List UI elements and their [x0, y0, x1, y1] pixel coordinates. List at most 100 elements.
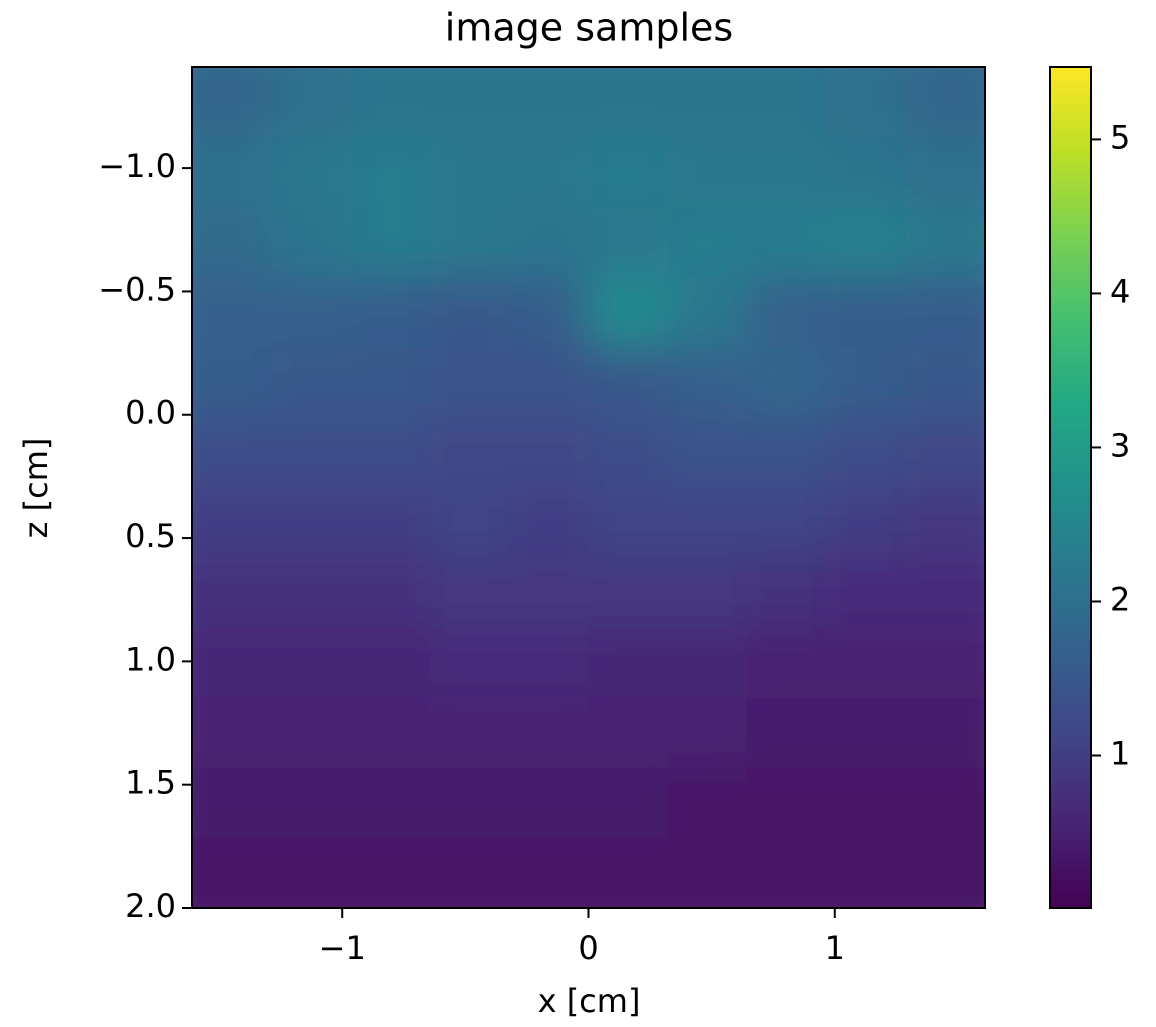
heatmap-cell: [271, 767, 352, 839]
heatmap-cell: [509, 67, 589, 138]
heatmap-cell: [905, 697, 985, 769]
y-tick-label: 0.5: [125, 517, 176, 555]
heatmap-cell: [350, 697, 431, 769]
colorbar-tick-label: 2: [1110, 580, 1130, 618]
heatmap-cell: [747, 627, 827, 699]
heatmap-cell: [667, 137, 748, 208]
heatmap-cell: [271, 347, 352, 418]
heatmap-cell: [667, 67, 748, 138]
chart-title: image samples: [445, 6, 733, 50]
heatmap-cell: [588, 767, 669, 839]
heatmap-cell: [509, 627, 589, 699]
heatmap-cell: [192, 627, 272, 699]
heatmap-cell: [192, 697, 272, 769]
heatmap-cell: [271, 67, 352, 138]
heatmap-cell: [350, 487, 431, 559]
heatmap-cell: [429, 67, 510, 138]
heatmap-cell: [509, 277, 589, 348]
heatmap-cell: [747, 67, 827, 138]
heatmap-cell: [509, 487, 589, 559]
heatmap-cell: [588, 207, 669, 278]
heatmap-cell: [747, 347, 827, 418]
heatmap-cell: [747, 277, 827, 348]
heatmap-cell: [826, 697, 907, 769]
heatmap-cell: [905, 557, 985, 629]
heatmap-cell: [826, 67, 907, 138]
heatmap-cell: [192, 347, 272, 418]
colorbar-tick-label: 4: [1110, 272, 1130, 310]
heatmap-cell: [826, 557, 907, 629]
heatmap-cell: [429, 837, 510, 908]
heatmap-cell: [588, 837, 669, 908]
heatmap-cell: [826, 487, 907, 559]
heatmap-cell: [905, 277, 985, 348]
heatmap-cell: [271, 487, 352, 559]
heatmap-cell: [667, 277, 748, 348]
y-tick-label: −1.0: [98, 147, 176, 185]
heatmap-cell: [826, 137, 907, 208]
heatmap-cell: [667, 627, 748, 699]
heatmap-cell: [271, 277, 352, 348]
heatmap-cell: [509, 557, 589, 629]
heatmap-cell: [271, 837, 352, 908]
colorbar-tick-label: 3: [1110, 426, 1130, 464]
heatmap-cell: [747, 697, 827, 769]
heatmap-cell: [826, 207, 907, 278]
heatmap-cell: [271, 557, 352, 629]
heatmap-cells: [192, 67, 985, 908]
heatmap-cell: [747, 417, 827, 488]
heatmap-cell: [905, 67, 985, 138]
heatmap-cell: [350, 67, 431, 138]
colorbar-tick-label: 5: [1110, 118, 1130, 156]
heatmap-cell: [588, 67, 669, 138]
heatmap: [192, 67, 985, 908]
heatmap-cell: [271, 697, 352, 769]
heatmap-cell: [667, 417, 748, 488]
heatmap-cell: [350, 767, 431, 839]
heatmap-cell: [350, 417, 431, 488]
y-tick-label: 0.0: [125, 394, 176, 432]
heatmap-cell: [588, 487, 669, 559]
heatmap-cell: [429, 697, 510, 769]
heatmap-cell: [588, 347, 669, 418]
y-tick-label: 1.0: [125, 640, 176, 678]
heatmap-cell: [429, 137, 510, 208]
heatmap-cell: [747, 207, 827, 278]
heatmap-cell: [429, 207, 510, 278]
heatmap-cell: [271, 627, 352, 699]
heatmap-cell: [350, 557, 431, 629]
heatmap-cell: [588, 557, 669, 629]
heatmap-cell: [509, 137, 589, 208]
heatmap-cell: [429, 557, 510, 629]
heatmap-cell: [509, 697, 589, 769]
heatmap-cell: [192, 417, 272, 488]
heatmap-cell: [588, 627, 669, 699]
colorbar-tick-label: 1: [1110, 735, 1130, 773]
y-tick-label: 2.0: [125, 887, 176, 925]
heatmap-cell: [905, 767, 985, 839]
heatmap-cell: [747, 767, 827, 839]
heatmap-cell: [667, 697, 748, 769]
heatmap-cell: [905, 417, 985, 488]
heatmap-cell: [429, 417, 510, 488]
heatmap-cell: [509, 417, 589, 488]
heatmap-cell: [192, 487, 272, 559]
heatmap-cell: [429, 767, 510, 839]
heatmap-cell: [271, 207, 352, 278]
heatmap-cell: [667, 487, 748, 559]
heatmap-cell: [350, 277, 431, 348]
heatmap-cell: [826, 277, 907, 348]
y-tick-label: 1.5: [125, 764, 176, 802]
heatmap-cell: [667, 347, 748, 418]
heatmap-cell: [509, 837, 589, 908]
y-tick-label: −0.5: [98, 270, 176, 308]
x-tick-label: 1: [825, 929, 845, 967]
heatmap-cell: [192, 557, 272, 629]
colorbar: [1049, 66, 1092, 909]
heatmap-cell: [588, 277, 669, 348]
heatmap-cell: [667, 767, 748, 839]
heatmap-cell: [667, 207, 748, 278]
heatmap-cell: [905, 627, 985, 699]
heatmap-cell: [826, 417, 907, 488]
